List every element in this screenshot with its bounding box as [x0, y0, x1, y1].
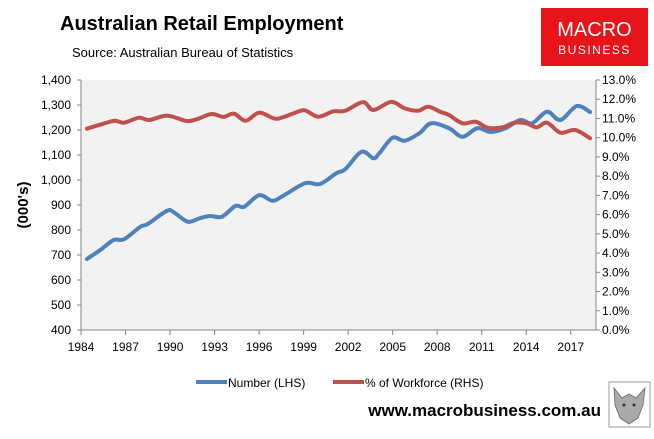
- y2-tick-label: 7.0%: [602, 188, 630, 202]
- macrobusiness-logo: MACRO BUSINESS: [541, 8, 648, 66]
- legend-label-workforce: % of Workforce (RHS): [365, 376, 483, 390]
- x-tick-label: 1999: [290, 340, 317, 354]
- y-tick-label: 700: [51, 248, 71, 262]
- y2-tick-label: 1.0%: [602, 304, 630, 318]
- y-tick-label: 400: [51, 323, 71, 337]
- y2-tick-label: 11.0%: [602, 111, 635, 125]
- x-tick-label: 2014: [513, 340, 540, 354]
- series-line-number: [84, 103, 593, 261]
- x-tick-label: 1993: [201, 340, 228, 354]
- y2-tick-label: 3.0%: [602, 265, 630, 279]
- y2-tick-label: 2.0%: [602, 285, 630, 299]
- chart-subtitle: Source: Australian Bureau of Statistics: [72, 45, 294, 60]
- x-tick-label: 1996: [246, 340, 273, 354]
- y-tick-label: 1,000: [41, 173, 71, 187]
- y2-tick-label: 13.0%: [602, 73, 636, 87]
- x-tick-label: 2008: [424, 340, 451, 354]
- y-tick-label: 900: [51, 198, 71, 212]
- y-tick-label: 1,400: [41, 73, 71, 87]
- y-tick-label: 1,100: [41, 148, 71, 162]
- x-tick-label: 1984: [68, 340, 95, 354]
- logo-line1: MACRO: [557, 19, 631, 41]
- y-axis-label: (000's): [15, 182, 32, 229]
- legend: Number (LHS) % of Workforce (RHS): [196, 376, 483, 390]
- x-tick-label: 1990: [157, 340, 184, 354]
- logo-line2: BUSINESS: [558, 43, 631, 57]
- x-tick-label: 2011: [469, 340, 495, 354]
- chart-title: Australian Retail Employment: [60, 13, 344, 35]
- y-tick-label: 1,200: [41, 123, 71, 137]
- y2-tick-label: 4.0%: [602, 246, 630, 260]
- footer-url: www.macrobusiness.com.au: [367, 401, 601, 420]
- series-line-workforce: [84, 99, 593, 141]
- x-tick-label: 1987: [112, 340, 139, 354]
- y2-tick-label: 8.0%: [602, 169, 630, 183]
- y2-tick-label: 10.0%: [602, 131, 636, 145]
- y2-tick-label: 0.0%: [602, 323, 630, 337]
- y2-tick-label: 9.0%: [602, 150, 630, 164]
- y-tick-label: 500: [51, 298, 71, 312]
- x-tick-label: 2002: [335, 340, 362, 354]
- x-tick-label: 2017: [557, 340, 584, 354]
- y-tick-label: 600: [51, 273, 71, 287]
- y2-tick-label: 5.0%: [602, 227, 630, 241]
- plot-area: [81, 80, 596, 330]
- x-tick-label: 2005: [379, 340, 406, 354]
- wolf-logo: [608, 381, 651, 428]
- y2-tick-label: 12.0%: [602, 92, 636, 106]
- y2-tick-label: 6.0%: [602, 208, 630, 222]
- y-tick-label: 800: [51, 223, 71, 237]
- y-tick-label: 1,300: [41, 98, 71, 112]
- legend-label-number: Number (LHS): [228, 376, 305, 390]
